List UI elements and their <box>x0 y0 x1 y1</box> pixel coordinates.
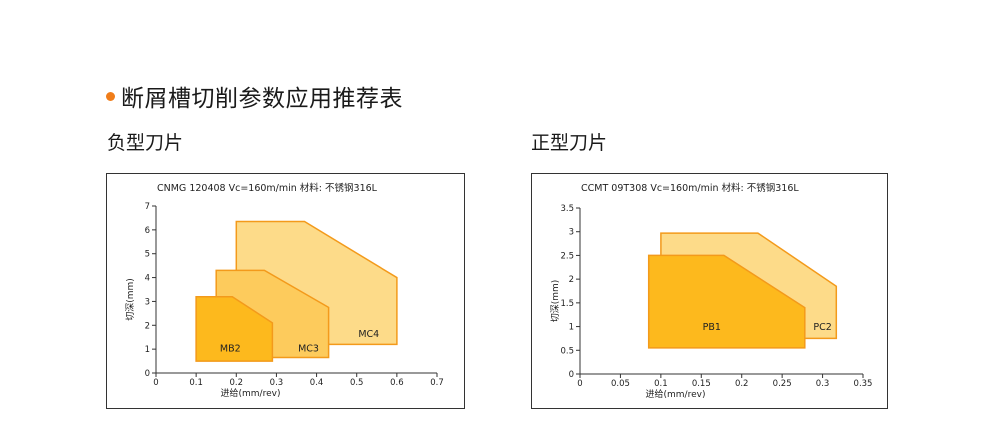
y-tick-label: 1.5 <box>560 299 574 309</box>
x-tick-label: 0.7 <box>430 378 444 388</box>
chart-positive-insert: CCMT 09T308 Vc=160m/min 材料: 不锈钢316L PC2 PB… <box>531 173 888 409</box>
x-tick-label: 0.2 <box>230 378 244 388</box>
y-axis-title: 切深(mm) <box>550 280 561 323</box>
section-heading: 断屑槽切削参数应用推荐表 <box>106 80 403 112</box>
x-tick-label: 0.1 <box>654 379 668 389</box>
y-tick-label: 4 <box>145 274 150 284</box>
chart-positive-svg: CCMT 09T308 Vc=160m/min 材料: 不锈钢316L PC2 PB… <box>550 182 873 400</box>
region-label-mb2: MB2 <box>220 343 241 354</box>
bullet-dot-icon <box>106 91 115 101</box>
x-tick-label: 0.3 <box>816 379 830 389</box>
region-label-pc2: PC2 <box>813 322 831 333</box>
chart-info-text: CNMG 120408 Vc=160m/min 材料: 不锈钢316L <box>157 182 378 194</box>
y-tick-label: 5 <box>145 250 150 260</box>
negative-insert-label: 负型刀片 <box>107 132 184 154</box>
x-tick-label: 0.25 <box>773 379 792 389</box>
x-tick-label: 0.35 <box>854 379 873 389</box>
x-axis-title: 进给(mm/rev) <box>221 387 281 399</box>
x-tick-label: 0 <box>577 379 582 389</box>
region-label-mc3: MC3 <box>298 343 319 354</box>
x-tick-label: 0.1 <box>189 378 203 388</box>
x-tick-label: 0.5 <box>350 378 364 388</box>
y-tick-label: 2.5 <box>560 251 574 261</box>
region-label-pb1: PB1 <box>703 322 721 333</box>
x-tick-label: 0.05 <box>611 379 630 389</box>
y-tick-label: 3.5 <box>560 204 574 214</box>
y-tick-label: 1 <box>145 345 150 355</box>
y-tick-label: 1 <box>569 323 574 333</box>
y-tick-label: 2 <box>145 321 150 331</box>
region-mb2 <box>195 295 274 362</box>
positive-insert-label: 正型刀片 <box>531 132 608 154</box>
x-tick-label: 0.3 <box>270 378 284 388</box>
x-tick-label: 0.2 <box>735 379 749 389</box>
section-title: 断屑槽切削参数应用推荐表 <box>121 86 403 112</box>
y-tick-label: 0 <box>145 369 150 379</box>
region-label-mc4: MC4 <box>358 329 379 340</box>
y-tick-label: 7 <box>145 202 150 212</box>
y-tick-label: 6 <box>145 226 150 236</box>
x-axis-title: 进给(mm/rev) <box>646 388 706 400</box>
y-axis-title: 切深(mm) <box>125 278 136 321</box>
y-tick-label: 0.5 <box>560 346 574 356</box>
x-tick-label: 0.4 <box>310 378 324 388</box>
y-tick-label: 3 <box>569 228 574 238</box>
x-tick-label: 0.6 <box>390 378 404 388</box>
x-tick-label: 0.15 <box>692 379 711 389</box>
y-tick-label: 0 <box>569 370 574 380</box>
x-tick-label: 0 <box>153 378 158 388</box>
y-tick-label: 2 <box>569 275 574 285</box>
chart-info-text: CCMT 09T308 Vc=160m/min 材料: 不锈钢316L <box>581 182 799 194</box>
region-pb1 <box>647 254 806 349</box>
chart-negative-insert: CNMG 120408 Vc=160m/min 材料: 不锈钢316L MC4 MC… <box>106 173 465 409</box>
chart-negative-svg: CNMG 120408 Vc=160m/min 材料: 不锈钢316L MC4 MC… <box>125 182 444 399</box>
y-tick-label: 3 <box>145 297 150 307</box>
